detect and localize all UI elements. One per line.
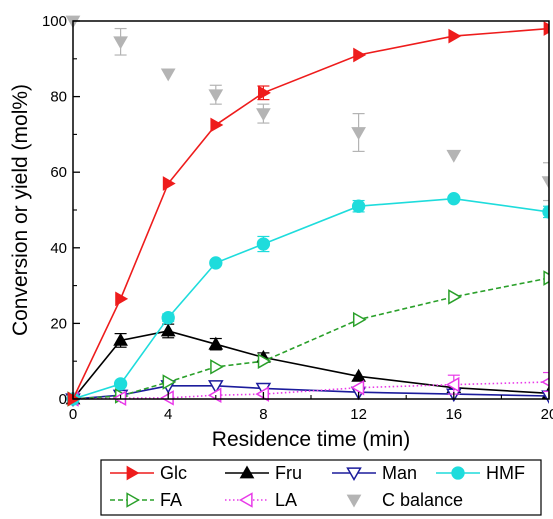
c-balance-point	[351, 127, 366, 141]
series-fa	[67, 270, 549, 407]
fru-point	[351, 368, 366, 382]
y-axis-title: Conversion or yield (mol%)	[9, 84, 32, 336]
legend-marker-la	[238, 492, 253, 508]
legend-marker-c-balance	[346, 494, 362, 508]
legend-marker-fru	[239, 465, 255, 479]
hmf-point	[209, 256, 223, 270]
fa-point	[257, 353, 272, 369]
y-tick-label: 0	[59, 391, 67, 408]
legend-marker-man	[346, 467, 362, 482]
legend-label-la: LA	[275, 490, 297, 510]
x-tick-label: 16	[445, 406, 462, 423]
fa-line	[72, 277, 549, 400]
c-balance-error-bar	[543, 162, 549, 202]
legend-item-la: LA	[225, 490, 297, 510]
x-tick-label: 0	[69, 406, 77, 423]
la-point	[350, 379, 365, 396]
hmf-point	[542, 205, 549, 219]
legend-item-fru: Fru	[225, 463, 302, 483]
la-line	[72, 381, 549, 400]
legend-item-fa: FA	[110, 490, 182, 510]
la-point	[112, 390, 127, 407]
fru-point	[160, 323, 176, 337]
fa-point	[352, 311, 367, 328]
hmf-point	[256, 237, 271, 251]
c-balance-point	[446, 149, 462, 163]
legend-marker-fa	[126, 492, 141, 508]
c-balance-point	[256, 108, 271, 122]
x-tick-label: 8	[259, 406, 267, 423]
c-balance-point	[208, 89, 224, 103]
y-tick-label: 20	[50, 315, 67, 332]
x-tick-label: 12	[350, 406, 367, 423]
glc-point	[210, 117, 224, 133]
series-hmf	[66, 191, 549, 406]
la-point	[445, 376, 460, 393]
glc-line	[72, 27, 549, 400]
legend-label-hmf: HMF	[486, 463, 525, 483]
glc-point	[162, 176, 176, 191]
series-man	[65, 380, 549, 408]
fru-point	[208, 336, 224, 350]
fa-point	[210, 359, 224, 375]
legend-label-glc: Glc	[160, 463, 187, 483]
fa-point	[162, 374, 177, 390]
la-point	[255, 386, 270, 402]
glc-point	[258, 85, 271, 101]
glc-point	[353, 47, 367, 63]
man-line	[72, 385, 549, 400]
fa-point	[448, 289, 462, 305]
la-point	[160, 390, 174, 406]
hmf-line	[72, 197, 549, 400]
x-tick-label: 4	[164, 406, 172, 423]
legend-label-c-balance: C balance	[382, 490, 463, 510]
man-point	[208, 380, 224, 394]
legend-label-fru: Fru	[275, 463, 302, 483]
series-glc	[67, 21, 549, 407]
legend-item-glc: Glc	[110, 463, 187, 483]
series-layer	[64, 15, 549, 408]
y-tick-label: 80	[50, 89, 67, 106]
legend-label-fa: FA	[160, 490, 182, 510]
legend-marker-glc	[126, 465, 140, 481]
fa-point	[543, 270, 549, 286]
hmf-point	[161, 311, 175, 325]
glc-point	[543, 21, 549, 36]
c-balance-point	[541, 176, 549, 190]
legend-item-c-balance: C balance	[346, 490, 463, 510]
x-tick-label: 20	[541, 406, 553, 423]
hmf-point	[351, 199, 366, 213]
y-tick-label: 40	[50, 240, 67, 257]
hmf-error-bar	[543, 205, 549, 219]
c-balance-point	[160, 68, 176, 82]
legend-box	[100, 459, 542, 516]
axes-layer: 0 4 8 12 16 20 0 20 40 60 80 100	[42, 13, 553, 423]
c-balance-point	[113, 36, 128, 50]
legend-label-man: Man	[382, 463, 417, 483]
la-error-bar	[543, 371, 549, 393]
fru-point	[113, 332, 128, 346]
glc-point	[448, 28, 462, 44]
y-tick-label: 100	[42, 13, 67, 30]
glc-point	[115, 291, 129, 307]
legend: Glc Fru Man HMF FA LA C balance	[100, 459, 542, 516]
legend-item-man: Man	[332, 463, 417, 483]
la-point	[540, 377, 549, 387]
legend-marker-hmf	[451, 466, 465, 480]
series-c-balance	[65, 15, 549, 202]
x-axis-title: Residence time (min)	[212, 428, 410, 451]
hmf-point	[113, 377, 128, 391]
y-tick-label: 60	[50, 164, 67, 181]
hmf-point	[447, 191, 461, 206]
legend-item-hmf: HMF	[436, 463, 525, 483]
plot-frame	[72, 20, 550, 400]
